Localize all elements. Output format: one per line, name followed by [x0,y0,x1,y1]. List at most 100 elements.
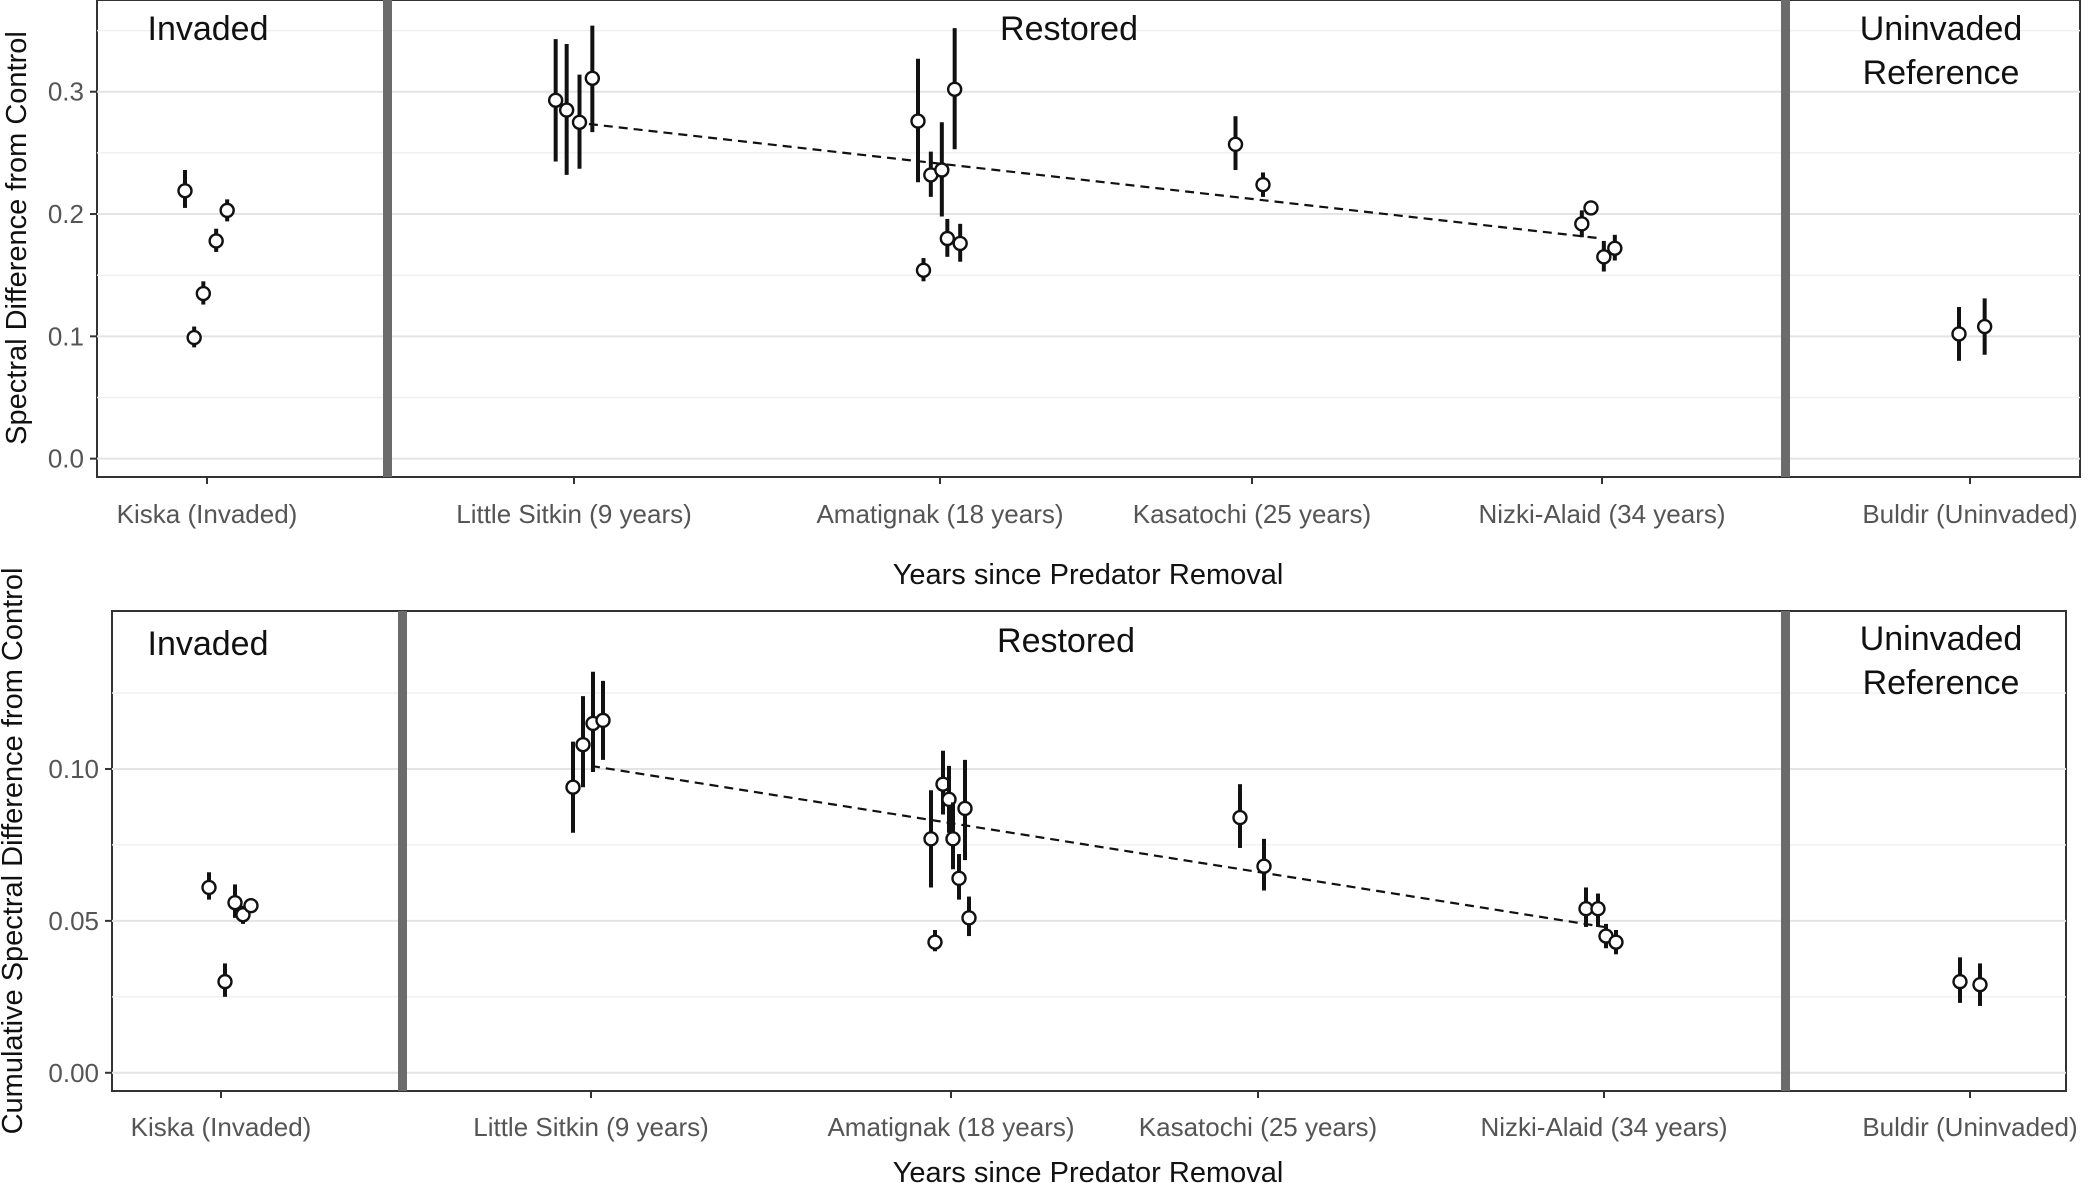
data-point [1596,240,1612,272]
x-tick-label: Kasatochi (25 years) [1139,1112,1377,1142]
data-point [1608,929,1624,955]
point-marker [1608,934,1624,950]
data-point [201,872,217,900]
spectral-difference-chart: Invaded Restored Uninvaded Reference 0.0 … [1,0,2081,591]
y-tick-label: 0.10 [48,754,99,784]
point-marker [565,779,581,795]
y-axis: 0.00 0.05 0.10 [48,754,99,1088]
panel-label-uninvaded-reference: Uninvaded Reference [1860,620,2023,702]
data-point [195,281,212,305]
data-point [939,218,956,257]
point-marker [946,81,963,97]
y-tick-label: 0.00 [48,1058,99,1088]
panel-label-invaded: Invaded [148,10,269,48]
panel-label-uninvaded-reference: Uninvaded Reference [1860,10,2023,92]
data-point [565,741,581,833]
trend-line [590,764,1605,929]
point-marker [927,934,943,950]
x-tick-label: Kasatochi (25 years) [1133,499,1371,529]
data-point [1583,200,1599,216]
point-marker [1951,326,1967,342]
data-point [186,326,202,348]
data-point [227,884,243,918]
panel-divider-restored-uninvaded [1781,0,1790,477]
y-axis: 0.0 0.1 0.2 0.3 [48,77,84,474]
data-point [547,39,564,162]
point-marker [1976,318,1993,335]
trend-layer [590,764,1605,929]
data-point [575,696,591,788]
y-tick-label: 0.0 [48,444,84,474]
panel-divider-restored-uninvaded [1781,611,1790,1091]
point-marker [1972,976,1988,993]
data-point [1976,298,1993,355]
point-marker [915,262,932,278]
data-point [915,258,932,282]
data-point [243,897,259,914]
panel-label-restored: Restored [997,622,1135,660]
point-marker [934,162,950,178]
data-point [1952,957,1968,1003]
y-tick-label: 0.2 [48,199,84,229]
data-point [927,929,943,952]
data-point [1227,116,1244,171]
x-tick-label: Nizki-Alaid (34 years) [1478,499,1725,529]
point-marker [195,285,212,302]
point-marker [1596,249,1612,265]
x-tick-label: Kiska (Invaded) [131,1112,312,1142]
data-point [1256,838,1272,891]
x-axis-title: Years since Predator Removal [893,559,1284,591]
data-point [571,74,588,169]
plot-frame [111,610,2067,1092]
panel-divider-invaded-restored [383,0,392,477]
data-point [558,44,575,175]
points-layer [177,25,1993,361]
trend-line [573,121,1603,240]
point-marker [1607,240,1623,256]
data-point [910,58,926,183]
data-point [946,28,963,150]
x-tick-label: Buldir (Uninvaded) [1862,499,2077,529]
panel-divider-invaded-restored [398,611,407,1091]
point-marker [1256,858,1272,874]
point-marker [584,70,601,86]
x-tick-label: Kiska (Invaded) [117,499,298,529]
gridlines [112,692,2066,1074]
point-marker [1232,809,1248,826]
data-point [1574,210,1590,238]
point-marker [217,973,233,990]
point-marker [547,92,564,108]
point-marker [575,736,591,753]
data-point [1590,893,1606,927]
data-point [217,963,233,997]
data-point [1972,963,1988,1006]
x-tick-label: Amatignak (18 years) [827,1112,1074,1142]
data-point [595,680,611,760]
point-marker [952,235,968,252]
data-point [952,223,968,262]
data-point [584,25,601,133]
point-marker [186,329,202,346]
data-point [208,228,224,252]
x-tick-label: Amatignak (18 years) [816,499,1063,529]
panel-label-restored: Restored [1000,10,1138,48]
data-point [923,790,939,888]
x-tick-label: Little Sitkin (9 years) [473,1112,709,1142]
data-point [934,122,950,217]
data-point [1255,172,1271,197]
data-point [945,802,961,870]
point-marker [923,831,939,847]
y-tick-label: 0.1 [48,321,84,351]
x-tick-label: Buldir (Uninvaded) [1862,1112,2077,1142]
point-marker [208,233,224,249]
point-marker [219,202,235,219]
point-marker [910,113,926,129]
data-point [961,896,977,937]
point-marker [201,879,217,896]
panel-label-invaded: Invaded [148,625,269,663]
points-layer [201,671,1988,1006]
point-marker [957,800,973,817]
x-tick-label: Nizki-Alaid (34 years) [1480,1112,1727,1142]
point-marker [558,102,575,118]
